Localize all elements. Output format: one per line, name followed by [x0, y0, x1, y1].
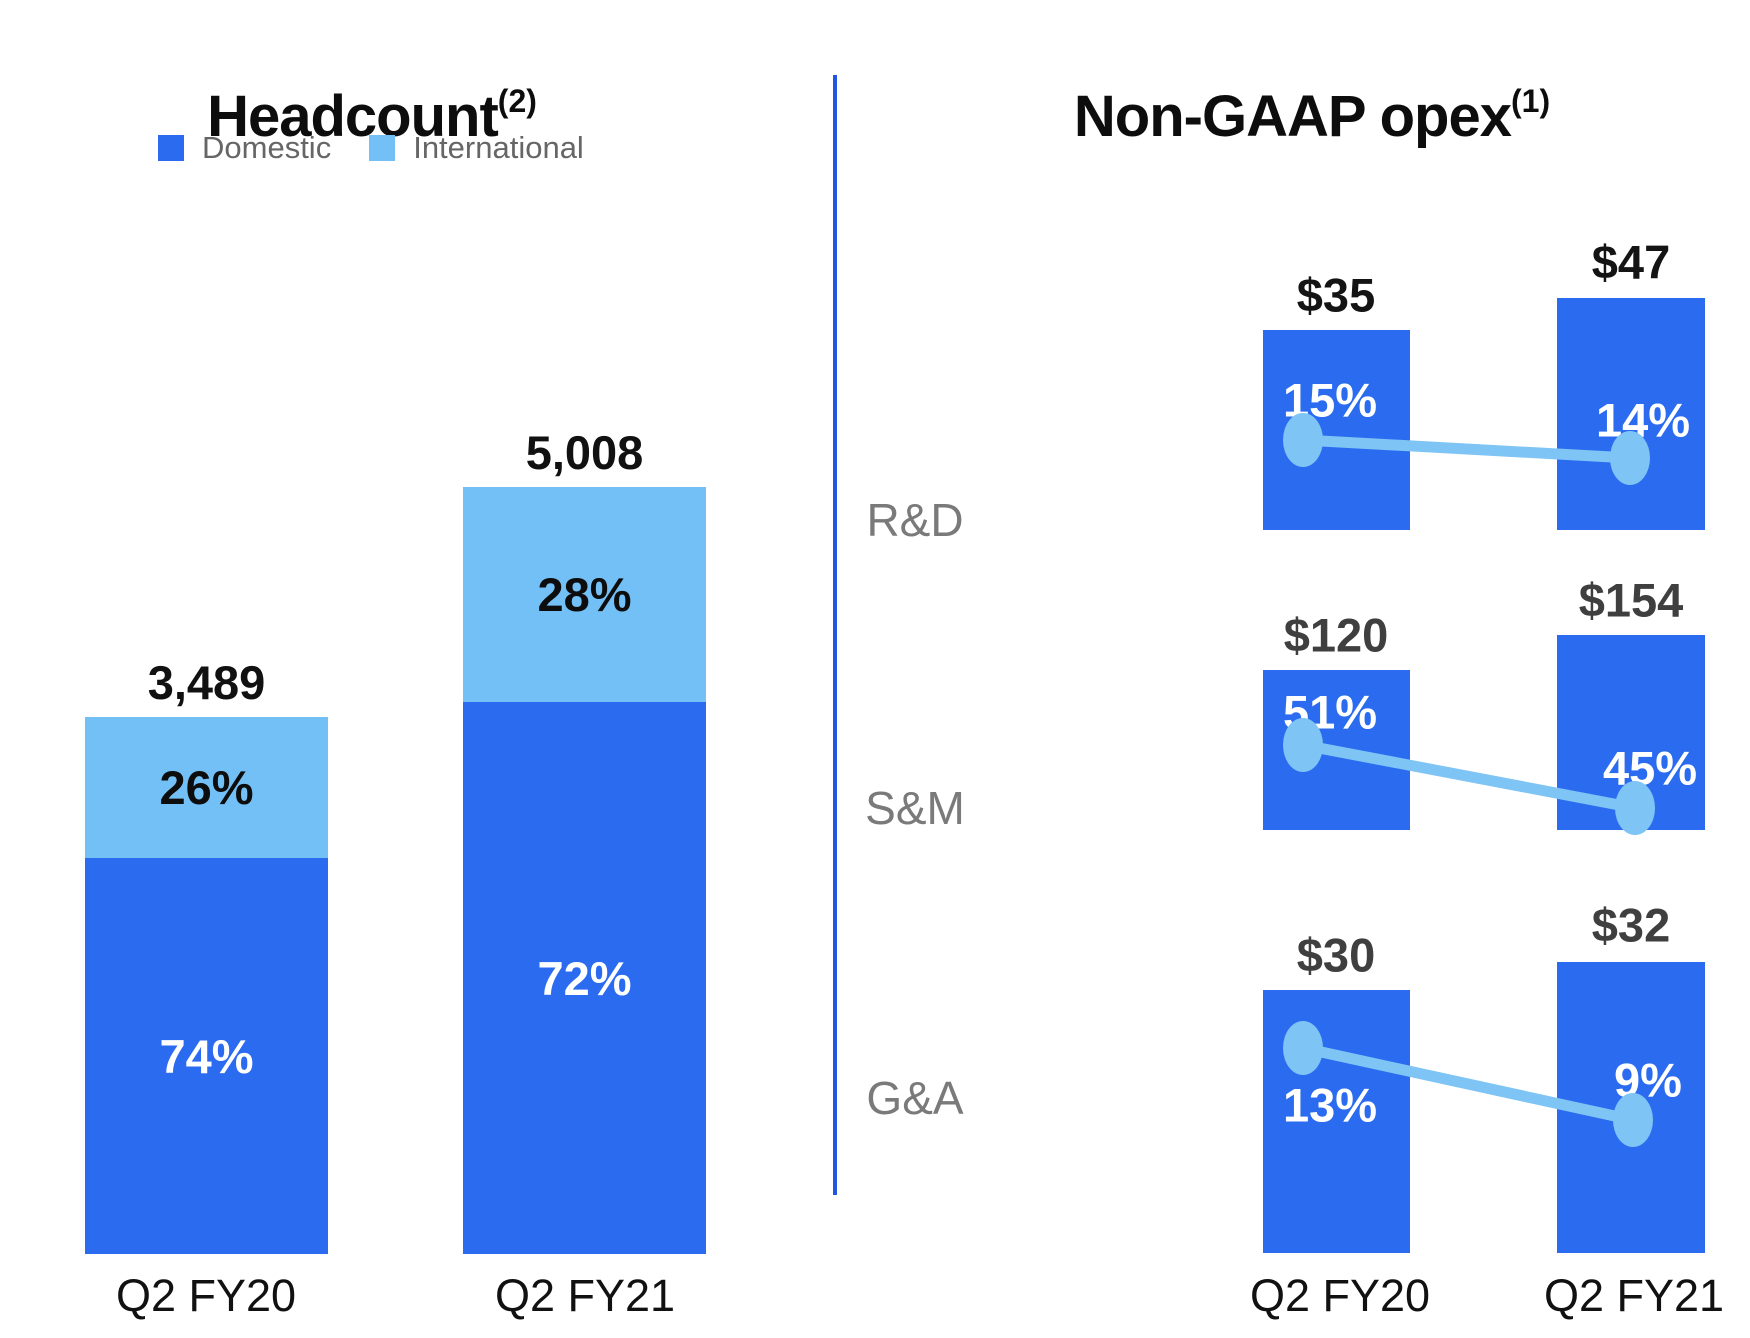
opex-bar-rd-q2fy21 [1557, 298, 1705, 530]
headcount-chart-title: Headcount(2) [207, 83, 537, 150]
headcount-legend: Domestic International [158, 130, 584, 166]
section-divider-line [833, 75, 837, 1195]
headcount-bar-q2fy20-international-segment: 26% [85, 717, 328, 858]
opex-title-text: Non-GAAP opex [1073, 83, 1512, 149]
headcount-title-text: Headcount [207, 83, 499, 149]
opex-ga-q2fy21-amount: $32 [1591, 898, 1671, 952]
domestic-swatch-icon [158, 135, 184, 161]
headcount-q2fy20-international-pct: 26% [159, 761, 254, 814]
international-swatch-icon [369, 135, 396, 161]
opex-chart-title: Non-GAAP opex(1) [1074, 83, 1550, 150]
headcount-axis-label-q2fy21: Q2 FY21 [494, 1270, 676, 1321]
opex-ga-q2fy21-pct: 9% [1614, 1053, 1682, 1107]
headcount-bar-q2fy21: 28% 72% [463, 487, 706, 1254]
opex-bar-ga-q2fy21 [1557, 962, 1705, 1253]
headcount-bar-q2fy21-domestic-segment: 72% [463, 702, 706, 1254]
legend-item-domestic: Domestic [158, 130, 331, 166]
opex-bar-sm-q2fy21 [1557, 635, 1705, 830]
opex-row-label-ga: G&A [866, 1072, 964, 1124]
headcount-q2fy20-domestic-pct: 74% [159, 1029, 254, 1083]
headcount-total-q2fy21: 5,008 [525, 426, 644, 479]
headcount-q2fy21-domestic-pct: 72% [537, 951, 632, 1005]
legend-label-domestic: Domestic [202, 130, 332, 165]
opex-rd-q2fy21-amount: $47 [1591, 235, 1671, 289]
opex-sm-q2fy21-pct: 45% [1602, 741, 1698, 795]
opex-sm-q2fy21-amount: $154 [1578, 573, 1684, 627]
opex-row-label-rd: R&D [866, 494, 964, 546]
headcount-bar-q2fy20-domestic-segment: 74% [85, 858, 328, 1254]
opex-axis-label-q2fy20: Q2 FY20 [1249, 1270, 1431, 1321]
opex-axis-label-q2fy21: Q2 FY21 [1543, 1270, 1725, 1321]
headcount-axis-label-q2fy20: Q2 FY20 [115, 1270, 297, 1321]
headcount-bar-q2fy21-international-segment: 28% [463, 487, 706, 702]
headcount-total-q2fy20: 3,489 [147, 656, 266, 709]
opex-ga-q2fy20-pct: 13% [1282, 1078, 1378, 1132]
opex-sm-q2fy20-pct: 51% [1282, 685, 1378, 739]
legend-label-international: International [413, 130, 584, 165]
opex-rd-q2fy20-pct: 15% [1282, 373, 1378, 427]
headcount-title-footnote-marker: (2) [497, 82, 537, 119]
opex-sm-q2fy20-amount: $120 [1283, 608, 1389, 662]
opex-rd-q2fy21-pct: 14% [1595, 393, 1691, 447]
opex-bar-rd-q2fy20 [1263, 330, 1410, 530]
opex-rd-q2fy20-amount: $35 [1296, 268, 1376, 322]
opex-title-footnote-marker: (1) [1510, 82, 1551, 119]
legend-item-international: International [369, 130, 584, 166]
opex-row-label-sm: S&M [865, 782, 965, 834]
headcount-bar-q2fy20: 26% 74% [85, 717, 328, 1254]
headcount-q2fy21-international-pct: 28% [537, 568, 632, 621]
opex-ga-q2fy20-amount: $30 [1296, 928, 1376, 982]
